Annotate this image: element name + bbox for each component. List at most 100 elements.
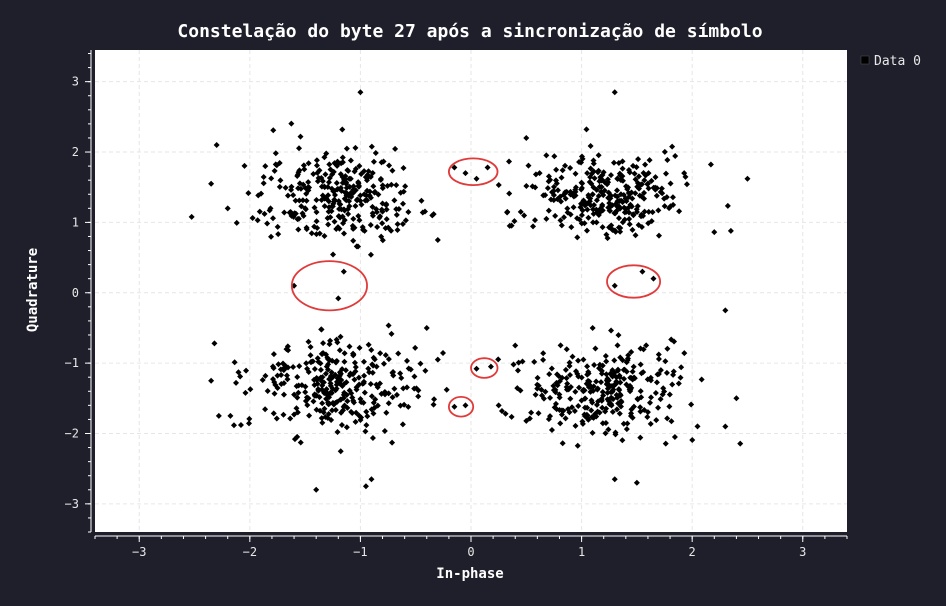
- data-point-502: [614, 175, 621, 182]
- data-point-272: [337, 201, 344, 208]
- data-point-475: [663, 170, 670, 177]
- data-point-927: [664, 345, 671, 352]
- data-point-104: [327, 166, 334, 173]
- data-point-817: [233, 379, 240, 386]
- data-point-1177: [587, 388, 594, 395]
- data-point-1071: [608, 327, 615, 334]
- data-point-943: [572, 422, 579, 429]
- data-point-1244: [498, 407, 505, 414]
- data-point-212: [328, 185, 335, 192]
- data-point-294: [249, 214, 256, 221]
- data-point-1178: [630, 363, 637, 370]
- data-point-604: [369, 369, 376, 376]
- data-point-1062: [653, 417, 660, 424]
- data-point-647: [362, 428, 369, 435]
- data-point-446: [608, 222, 615, 229]
- data-point-398: [611, 210, 618, 217]
- data-point-785: [364, 413, 371, 420]
- data-point-1198: [582, 395, 589, 402]
- data-point-638: [247, 386, 254, 393]
- data-point-715: [389, 439, 396, 446]
- data-point-825: [389, 394, 396, 401]
- data-point-1069: [548, 365, 555, 372]
- data-point-890: [318, 350, 325, 357]
- data-point-924: [616, 410, 623, 417]
- data-point-1186: [558, 411, 565, 418]
- data-point-317: [543, 152, 550, 159]
- data-point-796: [294, 394, 301, 401]
- x-tick-label-1: −2: [243, 545, 257, 559]
- data-point-1078: [557, 420, 564, 427]
- data-point-1047: [643, 342, 650, 349]
- data-point-672: [307, 343, 314, 350]
- data-point-910: [563, 375, 570, 382]
- data-point-608: [227, 412, 234, 419]
- data-point-1003: [602, 408, 609, 415]
- data-point-1140: [567, 383, 574, 390]
- data-point-548: [641, 189, 648, 196]
- data-point-200: [361, 227, 368, 234]
- y-tick-label-5: 2: [72, 145, 79, 159]
- data-point-271: [255, 192, 262, 199]
- data-point-399: [574, 234, 581, 241]
- data-point-299: [313, 218, 320, 225]
- data-point-129: [233, 219, 240, 226]
- data-point-616: [262, 406, 269, 413]
- data-point-295: [268, 233, 275, 240]
- data-point-976: [637, 361, 644, 368]
- data-point-133: [272, 150, 279, 157]
- data-point-864: [328, 390, 335, 397]
- data-point-793: [230, 422, 237, 429]
- data-point-847: [340, 407, 347, 414]
- data-point-1075: [612, 431, 619, 438]
- data-point-1152: [669, 381, 676, 388]
- data-point-180: [370, 183, 377, 190]
- x-axis: −3 −2 −1 0 1 2 3: [94, 535, 848, 559]
- data-point-894: [246, 415, 253, 422]
- x-axis-label: In-phase: [436, 566, 503, 582]
- data-point-388: [591, 202, 598, 209]
- data-point-520: [648, 177, 655, 184]
- data-point-210: [388, 181, 395, 188]
- data-point-429: [525, 162, 532, 169]
- data-point-586: [599, 224, 606, 231]
- data-point-270: [357, 192, 364, 199]
- data-point-1247: [423, 324, 430, 331]
- data-point-101: [297, 133, 304, 140]
- data-point-1146: [627, 374, 634, 381]
- data-point-312: [683, 181, 690, 188]
- data-point-70: [313, 231, 320, 238]
- data-point-121: [343, 190, 350, 197]
- data-point-836: [439, 350, 446, 357]
- data-point-618: [346, 343, 353, 350]
- data-point-901: [306, 412, 313, 419]
- data-point-102: [305, 179, 312, 186]
- data-point-855: [259, 376, 266, 383]
- y-tick-label-6: 3: [72, 75, 79, 89]
- data-point-444: [587, 174, 594, 181]
- data-point-863: [336, 369, 343, 376]
- data-point-1192: [631, 375, 638, 382]
- data-point-641: [351, 359, 358, 366]
- data-point-857: [322, 414, 329, 421]
- data-point-722: [405, 365, 412, 372]
- data-point-48: [394, 221, 401, 228]
- data-point-564: [531, 217, 538, 224]
- data-point-568: [599, 201, 606, 208]
- data-point-707: [319, 400, 326, 407]
- data-point-755: [391, 385, 398, 392]
- data-point-549: [572, 170, 579, 177]
- data-point-1229: [733, 395, 740, 402]
- data-point-26: [268, 175, 275, 182]
- data-point-229: [314, 169, 321, 176]
- data-point-887: [321, 390, 328, 397]
- data-point-372: [612, 192, 619, 199]
- data-point-347: [669, 194, 676, 201]
- data-point-268: [298, 203, 305, 210]
- data-point-1191: [599, 362, 606, 369]
- data-point-1233: [484, 164, 491, 171]
- data-point-598: [600, 169, 607, 176]
- data-point-1094: [653, 379, 660, 386]
- data-point-729: [383, 409, 390, 416]
